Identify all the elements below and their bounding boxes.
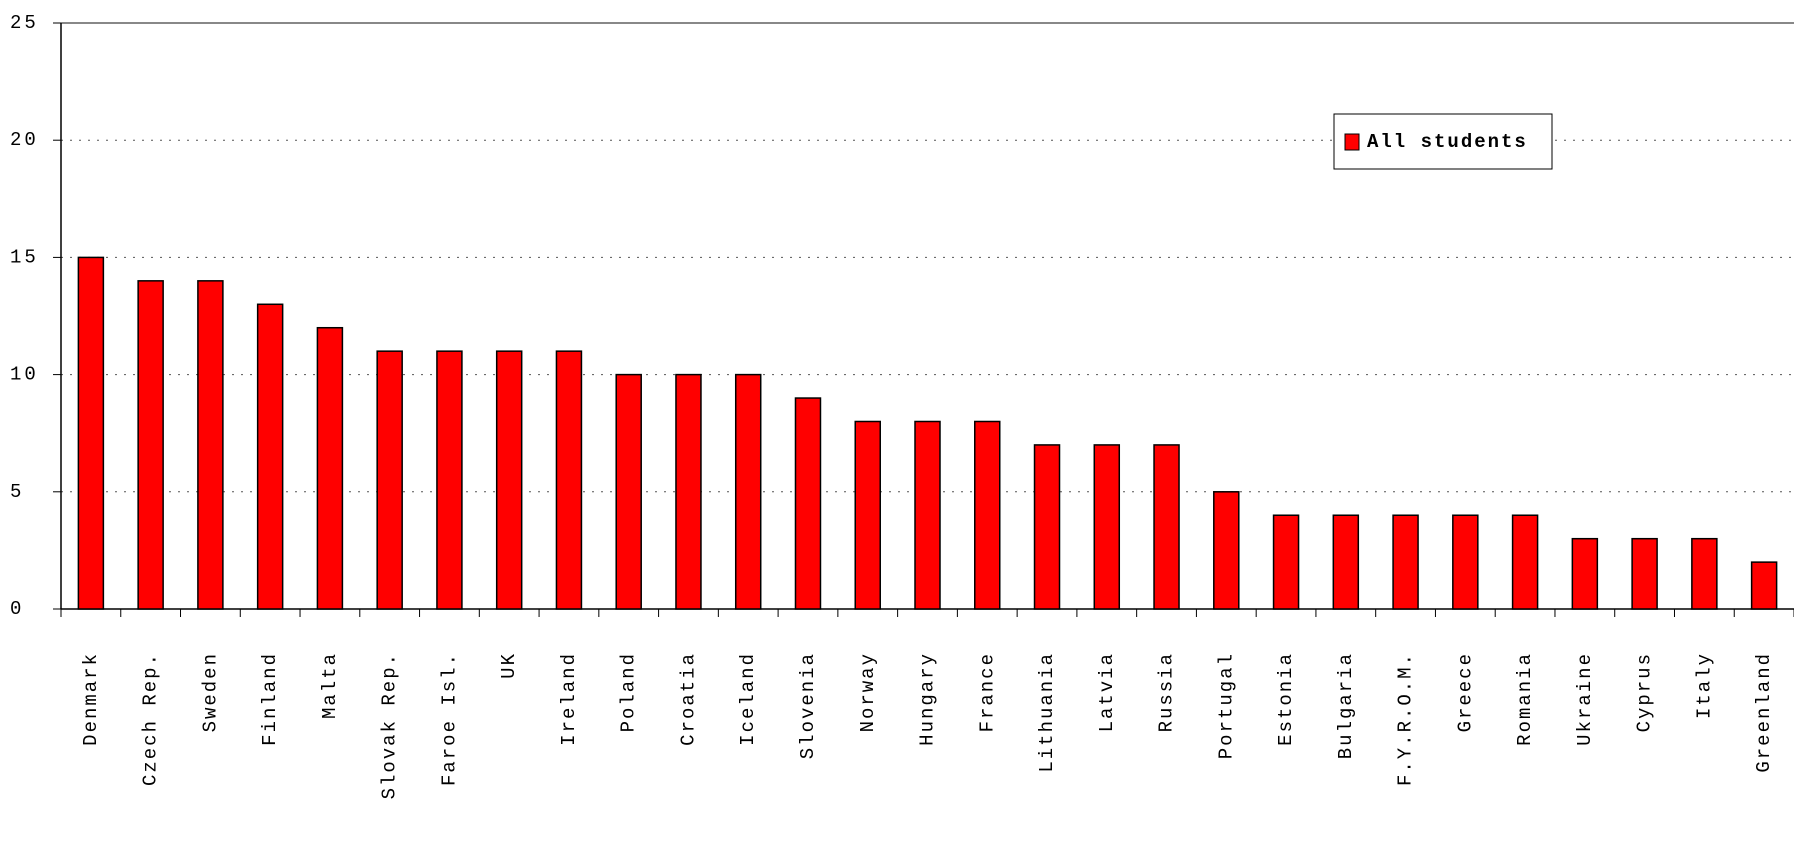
bar [197,280,224,610]
bar [316,326,344,610]
x-tick-label: Sweden [199,652,221,732]
bar [1153,444,1180,610]
x-tick-label: UK [498,652,520,679]
x-tick-label: Czech Rep. [140,652,162,786]
x-tick-label: Ireland [558,652,580,746]
bar [1750,561,1778,610]
bar [734,373,762,610]
bar [1213,491,1240,610]
x-tick-label: Croatia [677,652,699,746]
bar [1033,444,1061,610]
x-tick-label: Hungary [917,652,939,746]
bar [555,350,583,610]
bar [77,256,105,610]
x-tick-label: Italy [1693,652,1715,719]
bar [854,420,881,610]
bar [137,280,164,610]
bar [1093,444,1121,610]
y-tick-label: 10 [10,364,39,386]
x-tick-label: Cyprus [1634,652,1656,732]
x-tick-label: Denmark [80,652,102,746]
x-tick-label: Poland [618,652,640,732]
x-tick-label: Norway [857,652,879,732]
x-tick-label: Latvia [1096,652,1118,732]
x-tick-label: Slovak Rep. [379,652,401,799]
y-tick-label: 20 [10,129,39,151]
bar [914,420,941,610]
x-tick-label: Romania [1514,652,1536,746]
x-tick-label: Iceland [737,652,759,746]
y-tick-label: 15 [10,246,39,268]
bar [1392,514,1419,610]
bar [1691,537,1718,610]
bar [495,350,523,610]
x-tick-label: Greenland [1753,652,1775,773]
bar [974,420,1001,610]
bar [1272,514,1300,610]
x-tick-label: Greece [1454,652,1476,732]
x-tick-label: F.Y.R.O.M. [1395,652,1417,786]
x-tick-label: Russia [1156,652,1178,732]
x-tick-label: Finland [259,652,281,746]
bar [436,350,463,610]
bar [256,303,284,610]
x-tick-label: Ukraine [1574,652,1596,746]
x-tick-label: Bulgaria [1335,652,1357,759]
bar [794,397,822,610]
legend-label: All students [1367,131,1528,153]
x-tick-label: Estonia [1275,652,1297,746]
x-tick-label: Faroe Isl. [438,652,460,786]
bar [376,350,403,610]
x-tick-label: France [976,652,998,732]
x-tick-label: Slovenia [797,652,819,759]
bar [1511,514,1539,610]
legend-swatch [1344,133,1360,151]
y-tick-label: 25 [10,12,39,34]
y-tick-label: 0 [10,598,24,620]
x-tick-label: Malta [319,652,341,719]
x-tick-label: Portugal [1215,652,1237,759]
y-tick-label: 5 [10,481,24,503]
bar [1452,514,1479,610]
legend-box [1333,113,1553,170]
bar [615,373,642,610]
bar [1571,537,1599,610]
bar [675,373,702,610]
x-tick-label: Lithuania [1036,652,1058,773]
bar [1332,514,1360,610]
bar [1631,537,1658,610]
